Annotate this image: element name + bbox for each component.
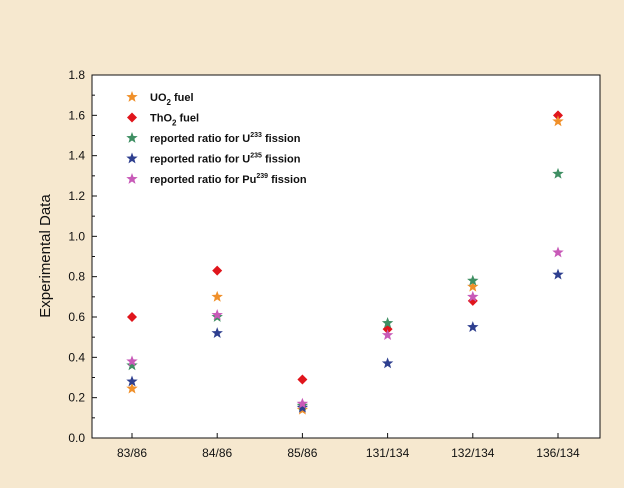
- data-point: [297, 374, 308, 385]
- y-tick-label: 0.6: [68, 310, 85, 324]
- data-point: [126, 355, 138, 367]
- legend-label: reported ratio for U235 fission: [150, 153, 301, 166]
- legend-marker: [127, 112, 137, 123]
- legend-marker: [126, 173, 138, 184]
- plot-area: [91, 74, 601, 439]
- legend-label: ThO2 fuel: [150, 113, 199, 128]
- legend-label: reported ratio for Pu239 fission: [150, 173, 307, 186]
- legend-marker: [126, 132, 138, 143]
- x-tick-label: 85/86: [287, 446, 317, 460]
- data-point: [552, 115, 564, 127]
- y-tick-label: 1.0: [68, 229, 85, 243]
- data-point: [467, 290, 479, 302]
- data-point: [296, 397, 309, 409]
- y-tick-label: 1.8: [68, 68, 85, 82]
- data-point: [127, 312, 137, 322]
- y-tick-label: 1.2: [68, 189, 85, 203]
- data-point: [467, 280, 479, 292]
- y-tick-label: 0.0: [68, 431, 85, 445]
- x-tick-label: 132/134: [451, 446, 495, 460]
- data-point: [467, 274, 479, 286]
- data-point: [381, 357, 394, 369]
- y-tick-label: 1.6: [68, 108, 85, 122]
- y-axis: 0.0 0.2 0.4 0.6 0.8 1.0 1.2 1.4 1.6 1.8: [68, 68, 97, 445]
- data-point: [296, 401, 309, 413]
- x-axis: 83/86 84/86 85/86 131/134 132/134 136/134: [117, 433, 580, 460]
- y-tick-label: 1.4: [68, 149, 85, 163]
- data-point: [553, 110, 563, 121]
- x-tick-label: 136/134: [536, 446, 580, 460]
- data-point: [381, 329, 394, 340]
- data-point: [552, 167, 564, 179]
- x-tick-label: 131/134: [366, 446, 410, 460]
- x-tick-label: 83/86: [117, 446, 147, 460]
- legend-marker: [126, 91, 138, 102]
- legend: UO2 fuel ThO2 fuel reported ratio for U233…: [126, 91, 307, 186]
- data-point: [126, 359, 138, 371]
- data-point: [552, 268, 564, 280]
- legend-marker: [126, 152, 138, 164]
- data-point: [211, 327, 223, 338]
- legend-label: UO2 fuel: [150, 92, 194, 107]
- y-tick-label: 0.2: [68, 391, 85, 405]
- y-tick-label: 0.4: [68, 350, 85, 364]
- data-points: [126, 110, 564, 415]
- data-point: [467, 321, 479, 332]
- data-point: [552, 246, 564, 258]
- x-tick-label: 84/86: [202, 446, 232, 460]
- data-point: [381, 317, 394, 328]
- legend-label: reported ratio for U233 fission: [150, 132, 301, 145]
- data-point: [211, 290, 223, 302]
- data-point: [126, 375, 138, 387]
- y-axis-title: Experimental Data: [37, 194, 54, 318]
- data-point: [126, 382, 138, 394]
- y-tick-label: 0.8: [68, 270, 85, 284]
- data-point: [212, 265, 223, 276]
- data-point: [211, 308, 223, 320]
